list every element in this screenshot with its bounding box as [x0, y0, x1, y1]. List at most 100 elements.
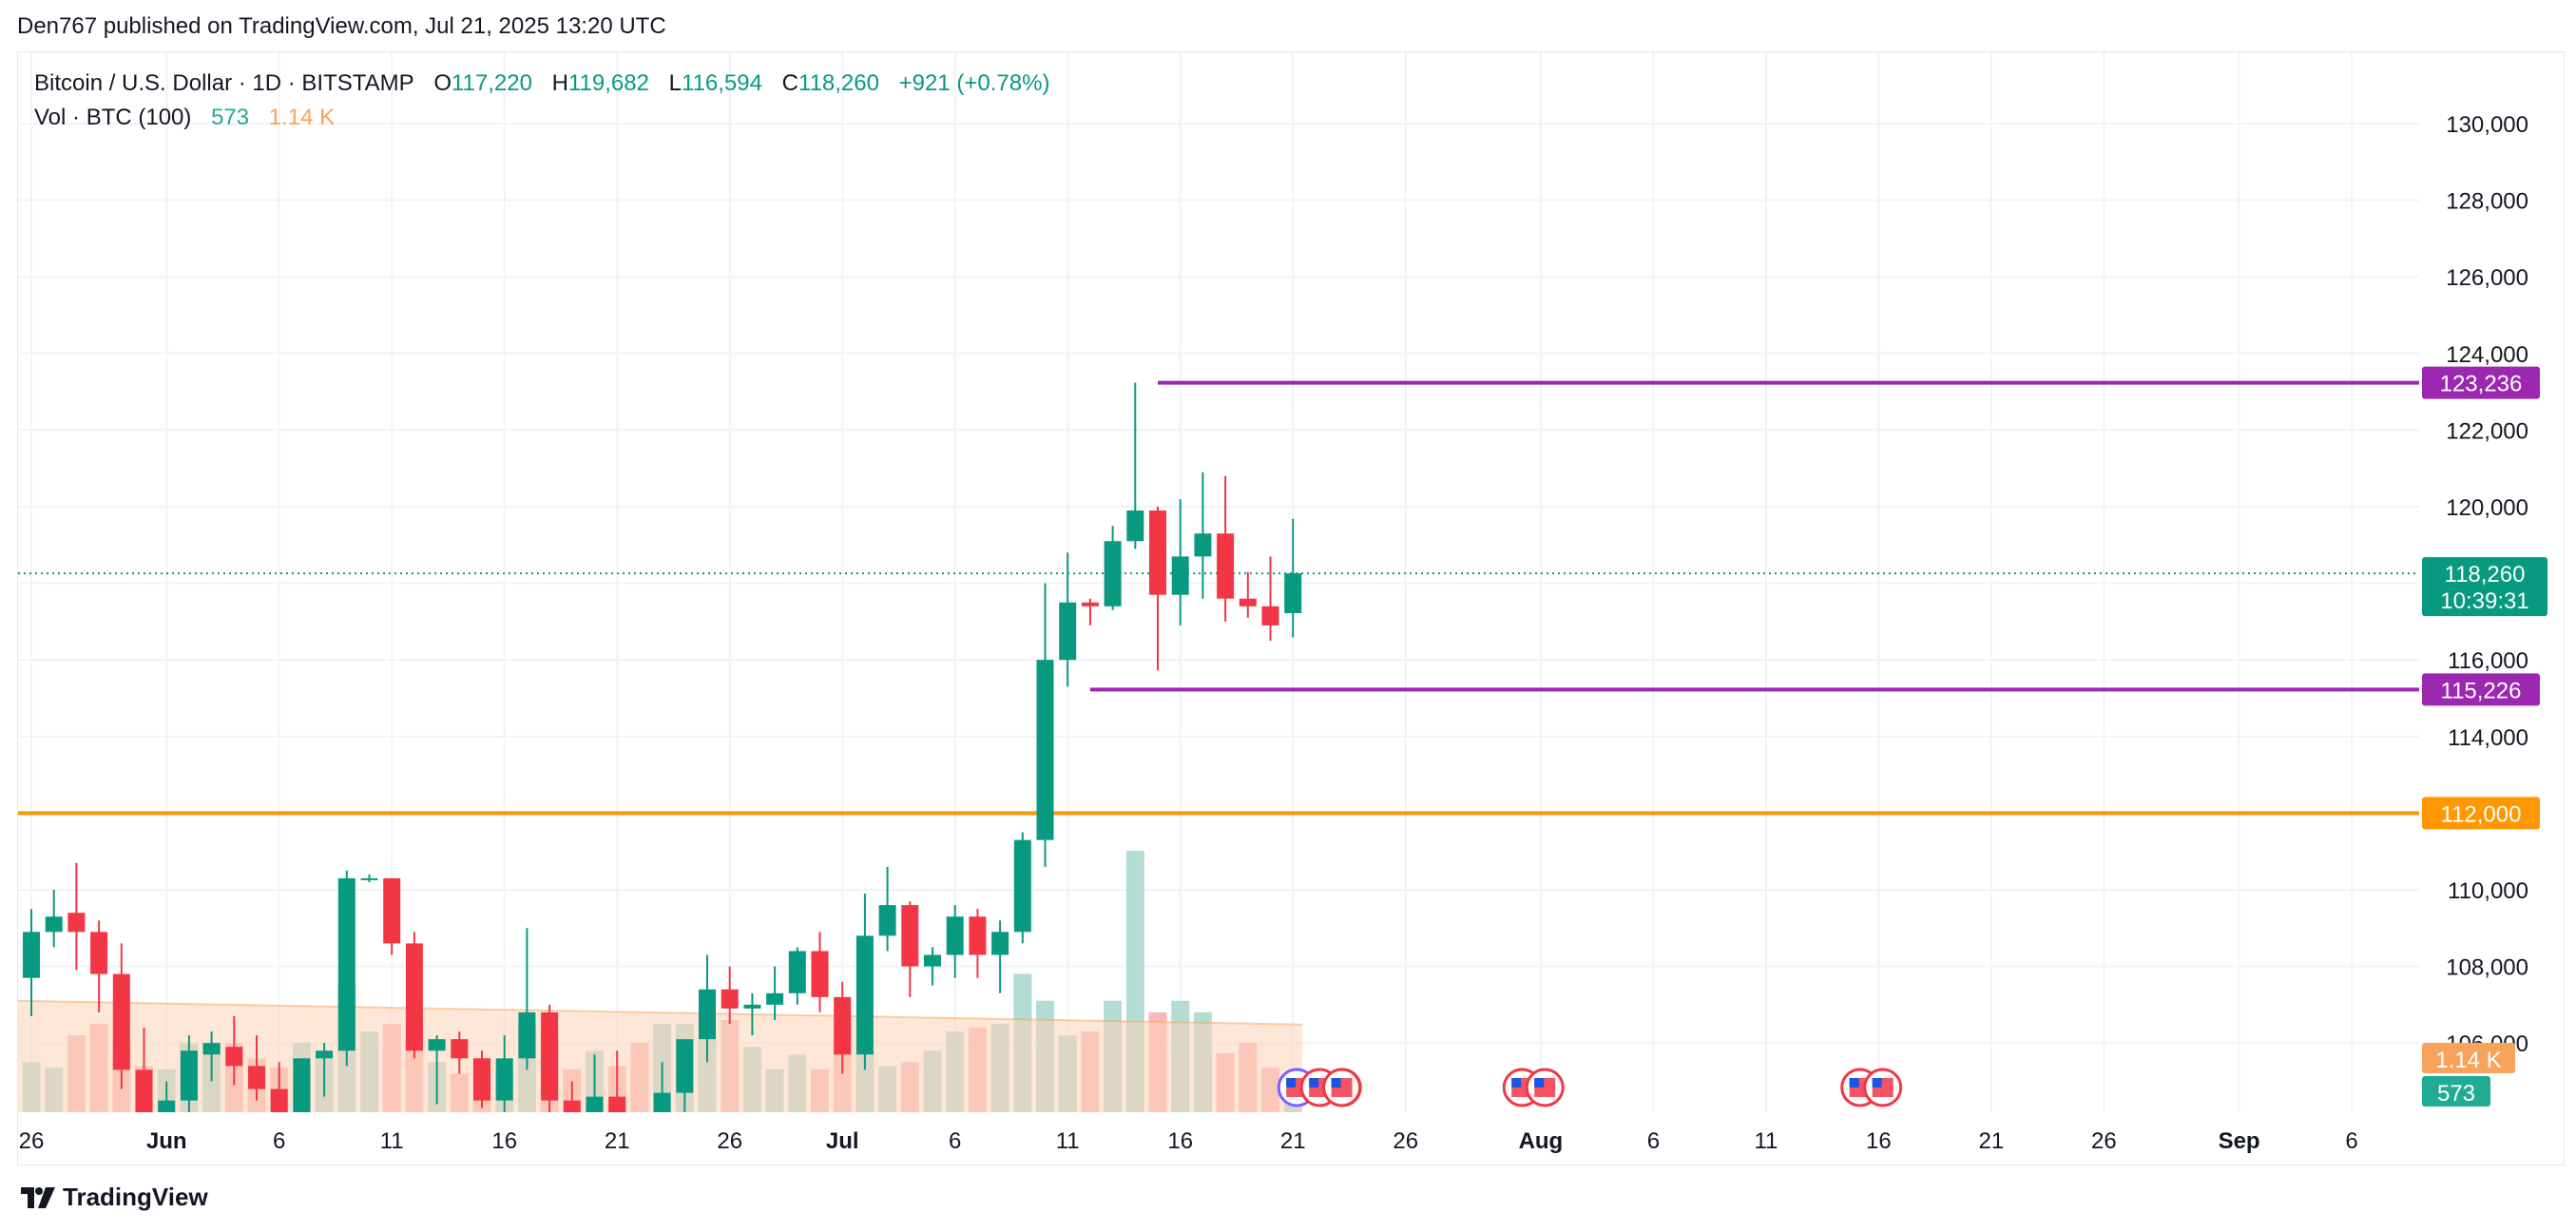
level-badge-purple: 115,226	[2422, 673, 2540, 706]
candle	[1059, 552, 1077, 687]
candle	[180, 1035, 198, 1112]
close-value: 118,260	[798, 70, 879, 96]
price-legend-row: Bitcoin / U.S. Dollar · 1D · BITSTAMP O 1…	[34, 67, 1049, 101]
candle-body	[293, 1058, 311, 1112]
candle-body	[653, 1092, 671, 1112]
flag-canton	[1872, 1078, 1882, 1088]
time-tick-label: 6	[273, 1128, 285, 1154]
volume-legend-row: Vol · BTC (100) 573 1.14 K	[34, 101, 1049, 135]
level-badge-purple-bg	[2422, 673, 2540, 706]
candle-body	[1126, 510, 1144, 542]
candle-body	[563, 1100, 581, 1112]
time-tick-label: 11	[1754, 1128, 1778, 1154]
candle-body	[316, 1050, 334, 1059]
candle	[360, 874, 378, 882]
candle	[473, 1050, 490, 1108]
chart-legend: Bitcoin / U.S. Dollar · 1D · BITSTAMP O 1…	[34, 67, 1049, 135]
grid	[18, 52, 2419, 1112]
candle-body	[676, 1039, 694, 1093]
price-tick-label: 108,000	[2446, 955, 2528, 981]
candle-body	[855, 935, 874, 1055]
candle-body	[405, 943, 423, 1051]
candle-body	[946, 916, 964, 955]
candle-body	[991, 932, 1009, 955]
candle-body	[23, 932, 40, 978]
time-tick-label: 21	[605, 1128, 630, 1154]
candle	[202, 1031, 221, 1082]
last-price-badge-bg	[2422, 557, 2547, 617]
candle	[855, 894, 874, 1070]
candle-body	[811, 951, 829, 997]
candle-body	[1149, 510, 1166, 595]
candle	[811, 932, 829, 1012]
volume-last-badge-bg	[2422, 1076, 2490, 1107]
volume-last-badge: 573	[2422, 1076, 2490, 1107]
candle-body	[1261, 606, 1279, 626]
candle	[901, 901, 919, 997]
time-tick-label: Sep	[2219, 1128, 2260, 1154]
candle-body	[225, 1047, 243, 1067]
candle-body	[45, 916, 63, 933]
volume-ma-badge-text: 1.14 K	[2435, 1048, 2501, 1073]
event-markers	[1277, 1068, 1903, 1107]
volume-ma-badge: 1.14 K	[2422, 1043, 2515, 1073]
candle-body	[878, 905, 896, 936]
candle-body	[766, 992, 784, 1005]
time-tick-label: 26	[1393, 1128, 1418, 1154]
candle	[1081, 598, 1099, 626]
candle-body	[383, 877, 401, 944]
candle	[699, 954, 716, 1063]
candle	[293, 1058, 311, 1112]
price-tick-label: 128,000	[2446, 189, 2528, 215]
candle-body	[495, 1058, 513, 1101]
level-badge-purple-text: 115,226	[2441, 678, 2522, 703]
flag-canton	[1286, 1078, 1297, 1088]
high-label: H	[551, 70, 568, 96]
level-badge-orange-bg	[2422, 797, 2540, 830]
candle-body	[924, 954, 941, 967]
candle-body	[788, 951, 806, 993]
open-label: O	[433, 70, 452, 96]
candle-body	[541, 1011, 559, 1101]
price-tick-label: 124,000	[2446, 342, 2528, 368]
price-tick-label: 116,000	[2448, 648, 2528, 674]
candle	[135, 1028, 153, 1112]
candle	[518, 928, 536, 1070]
flag-canton	[1849, 1078, 1859, 1088]
candle	[1013, 832, 1031, 944]
candle	[383, 877, 401, 955]
candle	[451, 1031, 469, 1074]
candle-body	[518, 1011, 536, 1059]
time-tick-label: 21	[1979, 1128, 2005, 1154]
tradingview-brand[interactable]: TradingView	[19, 1183, 208, 1212]
time-axis: 26 Jun 6 11 16 21 26 Jul 6 11 16 21 26 Aug 6 11 16 21 26 Se…	[19, 1128, 2358, 1154]
candle	[1126, 382, 1144, 549]
candle	[541, 1004, 559, 1112]
candle-body	[202, 1043, 221, 1055]
candle-body	[721, 989, 739, 1009]
time-tick-label: Jun	[146, 1128, 187, 1154]
candle	[924, 947, 941, 986]
flag-canton	[1534, 1078, 1545, 1088]
time-tick-label: 11	[1056, 1128, 1080, 1154]
candle-body	[1194, 533, 1212, 557]
price-tick-label: 130,000	[2446, 112, 2528, 138]
candle-body	[67, 913, 86, 933]
level-badge-orange-text: 112,000	[2441, 801, 2522, 827]
candle	[631, 1120, 648, 1173]
candle-body	[360, 877, 378, 880]
candle	[1261, 556, 1279, 642]
time-tick-label: Aug	[1519, 1128, 1564, 1154]
symbol-name[interactable]: Bitcoin / U.S. Dollar · 1D · BITSTAMP	[34, 70, 414, 96]
candle-body	[608, 1096, 626, 1112]
candle-body	[451, 1039, 469, 1059]
candles	[23, 382, 1302, 1173]
level-badge-purple: 123,236	[2422, 366, 2540, 399]
volume-label[interactable]: Vol · BTC (100)	[34, 105, 192, 130]
candle-body	[1217, 533, 1235, 599]
candle	[270, 1062, 288, 1112]
candle-body	[1013, 839, 1031, 933]
chart-frame	[17, 51, 2565, 1165]
publish-line: Den767 published on TradingView.com, Jul…	[17, 13, 666, 39]
